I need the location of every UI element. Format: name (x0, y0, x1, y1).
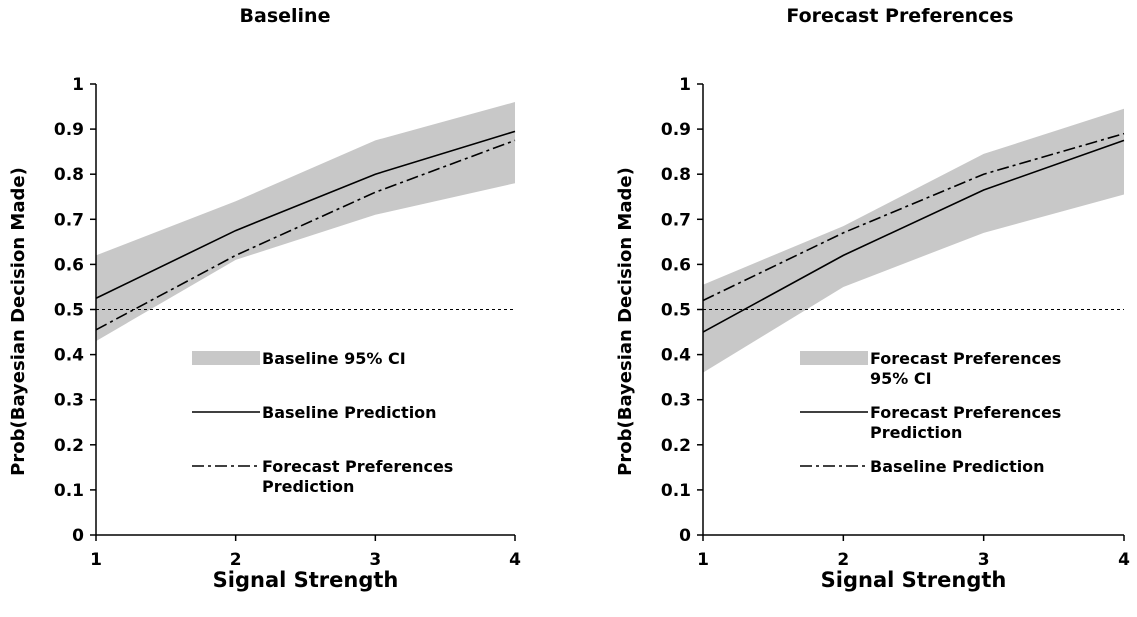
x-axis-title: Signal Strength (213, 568, 399, 592)
y-tick-label: 0.2 (661, 436, 691, 456)
chart-title: Baseline (240, 5, 331, 27)
legend-ci-swatch (192, 351, 260, 365)
y-tick-label: 0 (679, 526, 691, 546)
legend-label: Prediction (870, 423, 962, 442)
x-tick-label: 3 (369, 550, 381, 570)
solid-series-line (702, 139, 1125, 333)
baseline-panel: Baseline 0 0.1 0.2 0.3 0.4 0.5 0.6 0.7 0.8 0.9 1 1 2 3… (8, 5, 521, 592)
legend-label: Forecast Preferences (262, 457, 453, 476)
x-tick-label: 2 (230, 550, 242, 570)
y-tick-label: 0.8 (661, 165, 691, 185)
y-tick-label: 0.6 (54, 255, 84, 275)
y-tick-label: 0.7 (661, 210, 691, 230)
y-tick-label: 1 (679, 75, 691, 95)
forecast-preferences-panel: Forecast Preferences 0 0.1 0.2 0.3 0.4 0.5 0.6 0… (615, 5, 1130, 592)
x-tick-label: 3 (978, 550, 990, 570)
ci-band (96, 102, 515, 342)
solid-series-line (95, 130, 516, 299)
y-tick-label: 0.9 (661, 120, 691, 140)
y-tick-label: 0.8 (54, 165, 84, 185)
x-tick-label: 1 (90, 550, 102, 570)
y-tick-label: 0 (72, 526, 84, 546)
y-tick-label: 0.3 (54, 391, 84, 411)
legend-ci-swatch (800, 351, 868, 365)
legend-label: 95% CI (870, 369, 932, 388)
legend-label: Baseline Prediction (870, 457, 1045, 476)
dashdot-series-line (95, 139, 516, 331)
legend-label: Baseline 95% CI (262, 349, 406, 368)
y-tick-label: 1 (72, 75, 84, 95)
x-axis-title: Signal Strength (821, 568, 1007, 592)
y-axis-title: Prob(Bayesian Decision Made) (8, 167, 29, 476)
y-tick-label: 0.5 (661, 301, 691, 321)
y-tick-label: 0.3 (661, 391, 691, 411)
chart-title: Forecast Preferences (786, 5, 1013, 27)
y-tick-label: 0.2 (54, 436, 84, 456)
x-tick-label: 4 (1118, 550, 1130, 570)
legend-label: Prediction (262, 477, 354, 496)
y-axis-title: Prob(Bayesian Decision Made) (615, 167, 636, 476)
dashdot-series-line (702, 132, 1125, 302)
y-tick-label: 0.1 (54, 481, 84, 501)
x-tick-label: 2 (837, 550, 849, 570)
y-tick-label: 0.4 (661, 346, 691, 366)
y-tick-label: 0.1 (661, 481, 691, 501)
legend-label: Forecast Preferences (870, 349, 1061, 368)
y-tick-label: 0.9 (54, 120, 84, 140)
y-tick-label: 0.5 (54, 301, 84, 321)
x-tick-label: 1 (697, 550, 709, 570)
x-tick-label: 4 (509, 550, 521, 570)
y-tick-label: 0.4 (54, 346, 84, 366)
y-tick-label: 0.7 (54, 210, 84, 230)
y-tick-label: 0.6 (661, 255, 691, 275)
ci-band (703, 108, 1124, 373)
legend-label: Baseline Prediction (262, 403, 437, 422)
legend-label: Forecast Preferences (870, 403, 1061, 422)
